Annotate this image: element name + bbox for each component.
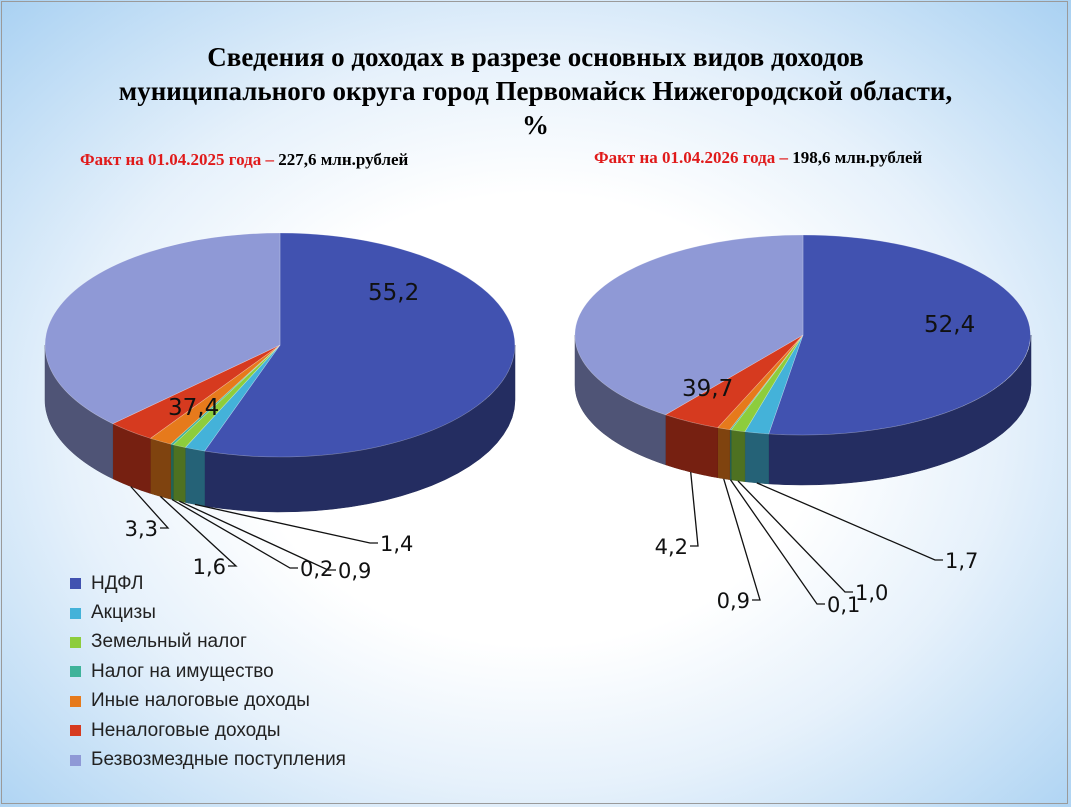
leader-line-акцизы [194,503,378,544]
pie-slice-земельный-налог [730,334,804,433]
subtitle-right-date: Факт на 01.04.2026 года – [594,148,793,167]
pie-slices [44,232,516,458]
subtitle-left: Факт на 01.04.2025 года – 227,6 млн.рубл… [80,150,408,170]
pie-chart-2025: 55,2 37,4 3,3 1,6 0,2 0,9 1,4 [44,232,516,583]
subtitle-left-date: Факт на 01.04.2025 года – [80,150,279,169]
pie-slice-безвозмездные-поступления [574,234,804,416]
leader-line-неналоговые-доходы [690,471,699,547]
legend-item-неналоговые-доходы: Неналоговые доходы [70,716,346,745]
pie-slice-неналоговые-доходы [664,334,804,429]
leader-line-иные-налоговые-доходы [159,495,238,567]
pie-sides [44,344,516,513]
legend-item-безвозмездные-поступления: Безвозмездные поступления [70,745,346,774]
leader-line-налог-на-имущество [729,479,825,605]
title-line-3: % [522,110,549,140]
legend-swatch [70,695,81,707]
page-title: Сведения о доходах в разрезе основных ви… [0,40,1071,142]
legend-label: НДФЛ [91,572,144,594]
pie-side-акцизы [744,431,769,485]
legend-item-иные-налоговые-доходы: Иные налоговые доходы [70,687,346,716]
pie-chart-2026: 52,4 39,7 4,2 0,9 0,11,0 1,7 [574,234,1032,617]
title-line-2: муниципального округа город Первомайск Н… [118,76,953,106]
legend-label: Неналоговые доходы [91,719,281,741]
pie-side-земельный-налог [730,429,746,482]
pie-slice-налог-на-имущество [170,344,281,446]
data-labels: 52,4 39,7 4,2 0,9 0,11,0 1,7 [655,312,979,617]
legend-swatch [70,666,81,678]
legend-item-налог-на-имущество: Налог на имущество [70,657,346,686]
data-label-ндфл: 55,2 [368,280,419,306]
legend-swatch [70,607,81,619]
leader-line-земельный-налог [737,480,853,593]
pie-side-иные-налоговые-доходы [150,438,171,500]
leader-line-иные-налоговые-доходы [723,478,761,601]
data-label-земельный-налог: 1,0 [855,581,888,605]
data-label-акцизы: 1,7 [945,549,978,573]
data-label-иные-налоговые-доходы: 0,9 [717,589,750,613]
leader-line-налог-на-имущество [171,498,298,569]
legend-label: Акцизы [91,602,156,624]
legend-item-акцизы: Акцизы [70,598,346,627]
data-label-ндфл: 52,4 [924,312,975,338]
pie-slice-акцизы [744,334,804,435]
pie-slice-акцизы [184,344,281,452]
legend-label: Безвозмездные поступления [91,749,346,771]
pie-slice-иные-налоговые-доходы [717,334,804,431]
pie-slices [574,234,1031,436]
data-label-налог-на-имущество: 0,1 [827,593,860,617]
pie-slice-неналоговые-доходы [112,344,281,439]
pie-slice-безвозмездные-поступления [44,232,281,425]
leader-line-акцизы [756,482,943,561]
legend-item-ндфл: НДФЛ [70,569,346,598]
pie-slice-налог-на-имущество [729,334,804,431]
subtitle-right-amount: 198,6 млн.рублей [792,148,923,167]
subtitle-left-amount: 227,6 млн.рублей [278,150,409,169]
pie-side-акцизы [185,447,205,507]
leader-line-неналоговые-доходы [130,486,170,529]
legend-label: Земельный налог [91,631,247,653]
pie-side-земельный-налог [173,444,186,503]
pie-slice-земельный-налог [172,344,281,448]
legend-label: Налог на имущество [91,660,274,682]
data-label-иные-налоговые-доходы: 1,6 [193,555,226,579]
pie-sides [574,334,1032,486]
pie-side-налог-на-имущество [170,443,174,501]
data-label-безвозмездные-поступления: 39,7 [682,376,733,402]
legend-item-земельный-налог: Земельный налог [70,628,346,657]
pie-slice-ндфл [768,234,1031,436]
data-label-неналоговые-доходы: 3,3 [125,517,158,541]
pie-slice-иные-налоговые-доходы [149,344,281,445]
subtitle-right: Факт на 01.04.2026 года – 198,6 млн.рубл… [594,148,922,168]
chart-legend: НДФЛ Акцизы Земельный налог Налог на имущес… [70,569,346,775]
legend-swatch [70,578,81,590]
pie-side-иные-налоговые-доходы [717,427,731,481]
legend-label: Иные налоговые доходы [91,690,310,712]
data-label-земельный-налог: 0,9 [338,559,371,583]
data-label-безвозмездные-поступления: 37,4 [168,395,219,421]
title-line-1: Сведения о доходах в разрезе основных ви… [207,42,864,72]
data-label-налог-на-имущество: 0,2 [300,557,333,581]
legend-swatch [70,636,81,648]
legend-swatch [70,725,81,737]
pie-slice-ндфл [204,232,516,458]
data-labels: 55,2 37,4 3,3 1,6 0,2 0,9 1,4 [125,280,420,583]
leader-line-земельный-налог [179,500,336,571]
data-label-неналоговые-доходы: 4,2 [655,535,688,559]
data-label-акцизы: 1,4 [380,532,413,556]
legend-swatch [70,754,81,766]
